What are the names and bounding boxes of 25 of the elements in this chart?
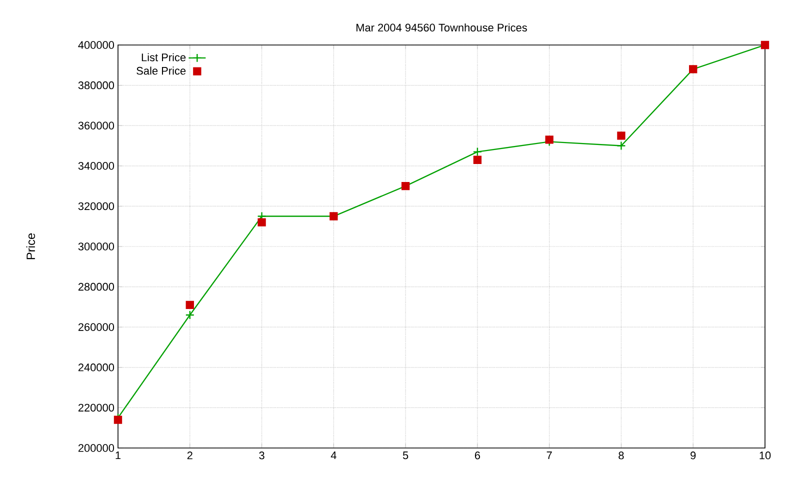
y-axis-title: Price xyxy=(26,233,36,260)
x-tick-label: 10 xyxy=(760,452,771,460)
x-tick-label: 3 xyxy=(259,452,264,460)
y-tick-label: 280000 xyxy=(78,282,114,291)
x-tick-label: 8 xyxy=(618,452,624,460)
y-tick-label: 300000 xyxy=(78,242,114,250)
x-tick-label: 9 xyxy=(690,452,696,460)
x-tick-label: 2 xyxy=(187,452,192,460)
y-tick-label: 400000 xyxy=(78,41,114,49)
x-tick-label: 6 xyxy=(474,452,480,460)
y-tick-label: 200000 xyxy=(78,444,114,452)
y-tick-label: 260000 xyxy=(78,323,114,331)
x-tick-label: 1 xyxy=(116,452,121,460)
x-tick-label: 4 xyxy=(330,452,336,460)
y-tick-label: 340000 xyxy=(78,162,114,170)
x-tick-label: 7 xyxy=(546,452,552,460)
y-tick-label: 380000 xyxy=(78,81,114,90)
y-tick-label: 220000 xyxy=(78,404,114,412)
legend-label: Sale Price xyxy=(136,66,186,75)
y-tick-label: 360000 xyxy=(78,122,114,130)
y-tick-label: 240000 xyxy=(78,364,114,372)
x-tick-label: 5 xyxy=(402,452,408,460)
legend-label: List Price xyxy=(142,53,186,62)
chart-title: Mar 2004 94560 Townhouse Prices xyxy=(356,23,527,32)
y-tick-label: 320000 xyxy=(78,202,114,210)
